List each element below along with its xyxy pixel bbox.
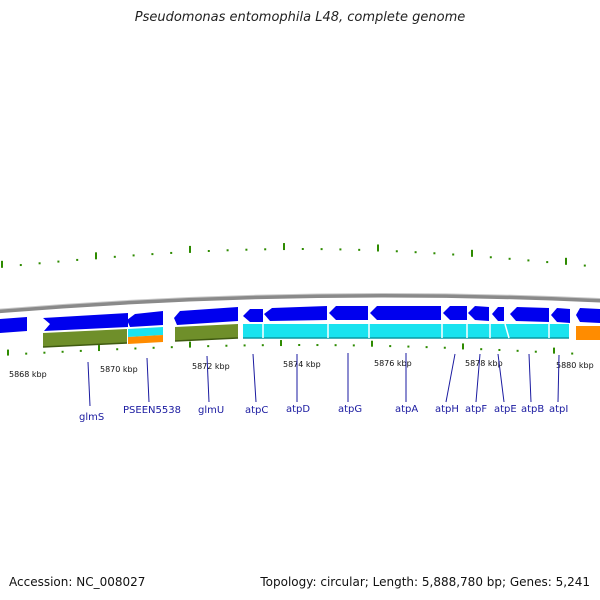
cds-arrow[interactable] (0, 317, 27, 333)
genome-summary: Topology: circular; Length: 5,888,780 bp… (260, 575, 590, 589)
gene-label-atpD[interactable]: atpD (286, 404, 310, 415)
coordinate-label: 5870 kbp (100, 365, 138, 374)
cog-block-edge (174, 337, 239, 342)
cds-arrow[interactable] (264, 306, 327, 321)
gene-label-atpB[interactable]: atpB (521, 404, 544, 415)
cds-track (0, 306, 600, 333)
cds-arrow[interactable] (370, 306, 441, 320)
map-title: Pseudomonas entomophila L48, complete ge… (134, 10, 466, 25)
gene-label-atpE[interactable]: atpE (494, 404, 517, 415)
gene-label-atpI[interactable]: atpI (549, 404, 568, 415)
cog-block-olive (43, 329, 127, 347)
cds-arrow[interactable] (443, 306, 467, 320)
gene-label-atpF[interactable]: atpF (465, 404, 487, 415)
gene-labels: glmS PSEEN5538 glmU atpC atpD atpG atpA … (79, 404, 568, 423)
genome-backbone-highlight (0, 293, 600, 310)
cds-arrow[interactable] (329, 306, 368, 320)
cds-arrow[interactable] (492, 307, 504, 321)
cds-arrow[interactable] (510, 307, 549, 322)
cog-block-edge (42, 342, 128, 348)
cog-block-cyan (128, 327, 163, 337)
coordinate-label: 5872 kbp (192, 362, 230, 371)
accession-label: Accession: NC_008027 (9, 575, 146, 589)
gene-label-atpH[interactable]: atpH (435, 404, 459, 415)
cog-block-cyan (243, 324, 569, 338)
cds-arrow[interactable] (468, 306, 489, 321)
gene-label-glmU[interactable]: glmU (198, 405, 224, 416)
cog-track (42, 323, 600, 348)
cog-block-olive (175, 324, 238, 341)
gene-label-atpA[interactable]: atpA (395, 404, 418, 415)
coordinate-label: 5876 kbp (374, 359, 412, 368)
gene-label-atpC[interactable]: atpC (245, 405, 268, 416)
genome-backbone (0, 293, 600, 314)
gene-leader-lines (87, 353, 560, 407)
coordinate-label: 5880 kbp (556, 361, 594, 370)
cog-block-orange (576, 326, 600, 340)
gene-label-atpG[interactable]: atpG (338, 404, 362, 415)
coordinate-label: 5878 kbp (465, 359, 503, 368)
gene-label-PSEEN5538[interactable]: PSEEN5538 (123, 405, 181, 416)
gc-skew-ticks (1, 243, 586, 268)
cds-arrow[interactable] (43, 313, 128, 331)
cog-block-dividers (262, 323, 550, 339)
cds-arrow[interactable] (576, 308, 600, 323)
coordinate-labels: 5868 kbp 5870 kbp 5872 kbp 5874 kbp 5876… (9, 359, 594, 379)
coordinate-label: 5868 kbp (9, 370, 47, 379)
lower-ticks (7, 340, 574, 356)
cds-arrow[interactable] (127, 311, 163, 327)
coordinate-label: 5874 kbp (283, 360, 321, 369)
cds-arrow[interactable] (174, 307, 238, 325)
gene-label-glmS[interactable]: glmS (79, 412, 104, 423)
cds-arrow[interactable] (243, 309, 263, 322)
cds-arrow[interactable] (551, 308, 570, 323)
cog-block-orange (128, 335, 163, 344)
